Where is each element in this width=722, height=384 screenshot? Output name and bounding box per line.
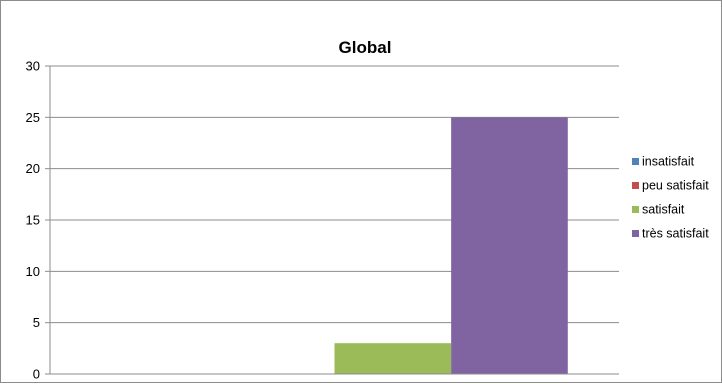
y-tick-label-10: 10 <box>26 264 40 279</box>
chart-title: Global <box>339 38 392 57</box>
bar-layer <box>334 117 568 374</box>
legend-label-très-satisfait: très satisfait <box>642 227 709 241</box>
y-tick-label-0: 0 <box>33 367 40 382</box>
bar-satisfait <box>334 343 452 374</box>
legend-label-insatisfait: insatisfait <box>642 155 695 169</box>
legend-swatch-insatisfait <box>632 158 639 165</box>
legend-swatch-satisfait <box>632 206 639 213</box>
bar-très-satisfait <box>451 117 568 374</box>
y-tick-label-25: 25 <box>26 110 40 125</box>
legend-label-peu-satisfait: peu satisfait <box>642 179 709 193</box>
y-tick-label-20: 20 <box>26 161 40 176</box>
y-tick-label-30: 30 <box>26 59 40 74</box>
legend: insatisfait peu satisfait satisfait très sa… <box>632 155 709 241</box>
y-tick-label-5: 5 <box>33 315 40 330</box>
legend-swatch-très-satisfait <box>632 230 639 237</box>
legend-swatch-peu-satisfait <box>632 182 639 189</box>
legend-label-satisfait: satisfait <box>642 203 685 217</box>
y-tick-label-15: 15 <box>26 213 40 228</box>
y-axis-ticks: 0 5 10 15 20 25 30 <box>26 59 50 382</box>
